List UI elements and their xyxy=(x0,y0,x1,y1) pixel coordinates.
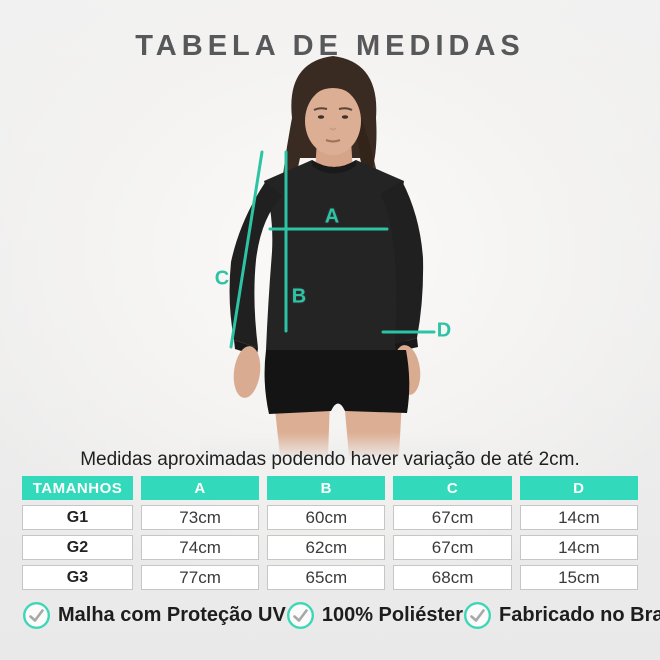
size-cell: G3 xyxy=(22,565,133,590)
column-header-tamanhos: TAMANHOS xyxy=(22,476,133,500)
size-table: TAMANHOS A B C D G1 73cm 60cm 67cm 14cm … xyxy=(14,471,646,595)
page-title: TABELA DE MEDIDAS xyxy=(135,30,525,62)
measure-cell: 67cm xyxy=(393,505,512,530)
measure-cell: 62cm xyxy=(267,535,386,560)
measurements-note: Medidas aproximadas podendo haver variaç… xyxy=(80,449,580,470)
feature-label: Malha com Proteção UV xyxy=(58,603,286,626)
measure-label-b: B xyxy=(291,285,307,308)
table-row: G3 77cm 65cm 68cm 15cm xyxy=(22,565,638,590)
measure-cell: 67cm xyxy=(393,535,512,560)
measure-line-c xyxy=(229,150,264,349)
check-circle-icon xyxy=(464,601,492,629)
size-cell: G1 xyxy=(22,505,133,530)
measure-cell: 74cm xyxy=(140,535,260,560)
measure-cell: 77cm xyxy=(140,565,260,590)
model-shorts xyxy=(264,350,410,414)
column-header-d: D xyxy=(519,476,638,500)
measure-cell: 14cm xyxy=(519,505,638,530)
measure-label-c: C xyxy=(214,267,230,290)
size-cell: G2 xyxy=(22,535,133,560)
measure-cell: 14cm xyxy=(519,535,638,560)
column-header-b: B xyxy=(267,476,386,500)
feature-item-uv: Malha com Proteção UV xyxy=(22,601,286,630)
column-header-a: A xyxy=(140,476,260,500)
table-row: G1 73cm 60cm 67cm 14cm xyxy=(22,505,638,530)
feature-list: Malha com Proteção UV 100% Poliéster Fab… xyxy=(22,598,660,632)
table-row: G2 74cm 62cm 67cm 14cm xyxy=(22,535,638,560)
feature-label: Fabricado no Brasil xyxy=(499,603,660,626)
measure-cell: 15cm xyxy=(519,565,638,590)
feature-item-brasil: Fabricado no Brasil xyxy=(463,601,660,630)
table-header-row: TAMANHOS A B C D xyxy=(22,476,638,500)
measure-cell: 73cm xyxy=(140,505,260,530)
check-circle-icon xyxy=(286,601,314,629)
measure-label-a: A xyxy=(324,205,340,228)
feature-label: 100% Poliéster xyxy=(321,603,464,626)
measure-cell: 60cm xyxy=(267,505,386,530)
measure-cell: 68cm xyxy=(393,565,512,590)
model-shirt xyxy=(229,160,424,356)
check-circle-icon xyxy=(22,601,51,629)
measure-label-d: D xyxy=(436,319,452,342)
feature-item-polyester: 100% Poliéster xyxy=(286,601,463,630)
model-face xyxy=(304,77,362,155)
column-header-c: C xyxy=(393,476,512,500)
measure-cell: 65cm xyxy=(267,565,386,590)
